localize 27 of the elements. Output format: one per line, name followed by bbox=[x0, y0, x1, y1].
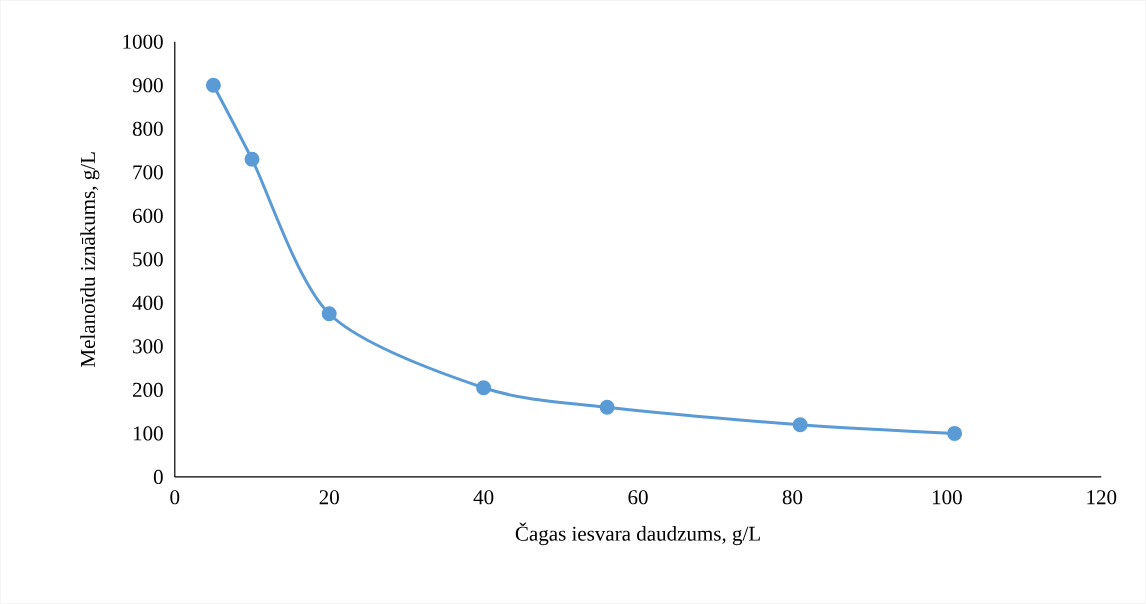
point bbox=[792, 417, 808, 433]
point bbox=[321, 306, 337, 322]
y-axis-title: Melanoīdu iznākums, g/L bbox=[80, 152, 100, 368]
x-tick-label: 40 bbox=[473, 490, 494, 505]
point bbox=[599, 399, 615, 415]
y-tick-label: 400 bbox=[132, 295, 163, 311]
y-tick-label: 500 bbox=[133, 252, 163, 267]
y-tick-label: 300 bbox=[133, 339, 163, 354]
x-tick-label: 20 bbox=[319, 490, 339, 505]
point bbox=[947, 426, 963, 442]
x-tick-label: 0 bbox=[170, 490, 180, 505]
point bbox=[205, 77, 221, 93]
y-tick-label: 0 bbox=[153, 470, 163, 485]
x-tick-label: 80 bbox=[782, 490, 803, 505]
y-tick-label: 1000 bbox=[123, 34, 163, 49]
y-tick-label: 200 bbox=[133, 382, 163, 398]
x-tick-label: 60 bbox=[628, 490, 648, 505]
x-tick-label: 120 bbox=[1087, 490, 1117, 505]
point bbox=[244, 151, 260, 167]
y-tick-label: 700 bbox=[133, 165, 163, 180]
point bbox=[476, 380, 492, 396]
x-axis-title: Čagas iesvara daudzums, g/L bbox=[515, 522, 760, 546]
y-tick-label: 900 bbox=[132, 78, 163, 93]
y-tick-label: 800 bbox=[132, 121, 163, 136]
y-tick-label: 100 bbox=[133, 426, 163, 441]
y-tick-label: 600 bbox=[132, 208, 163, 224]
x-tick-label: 100 bbox=[932, 490, 962, 505]
